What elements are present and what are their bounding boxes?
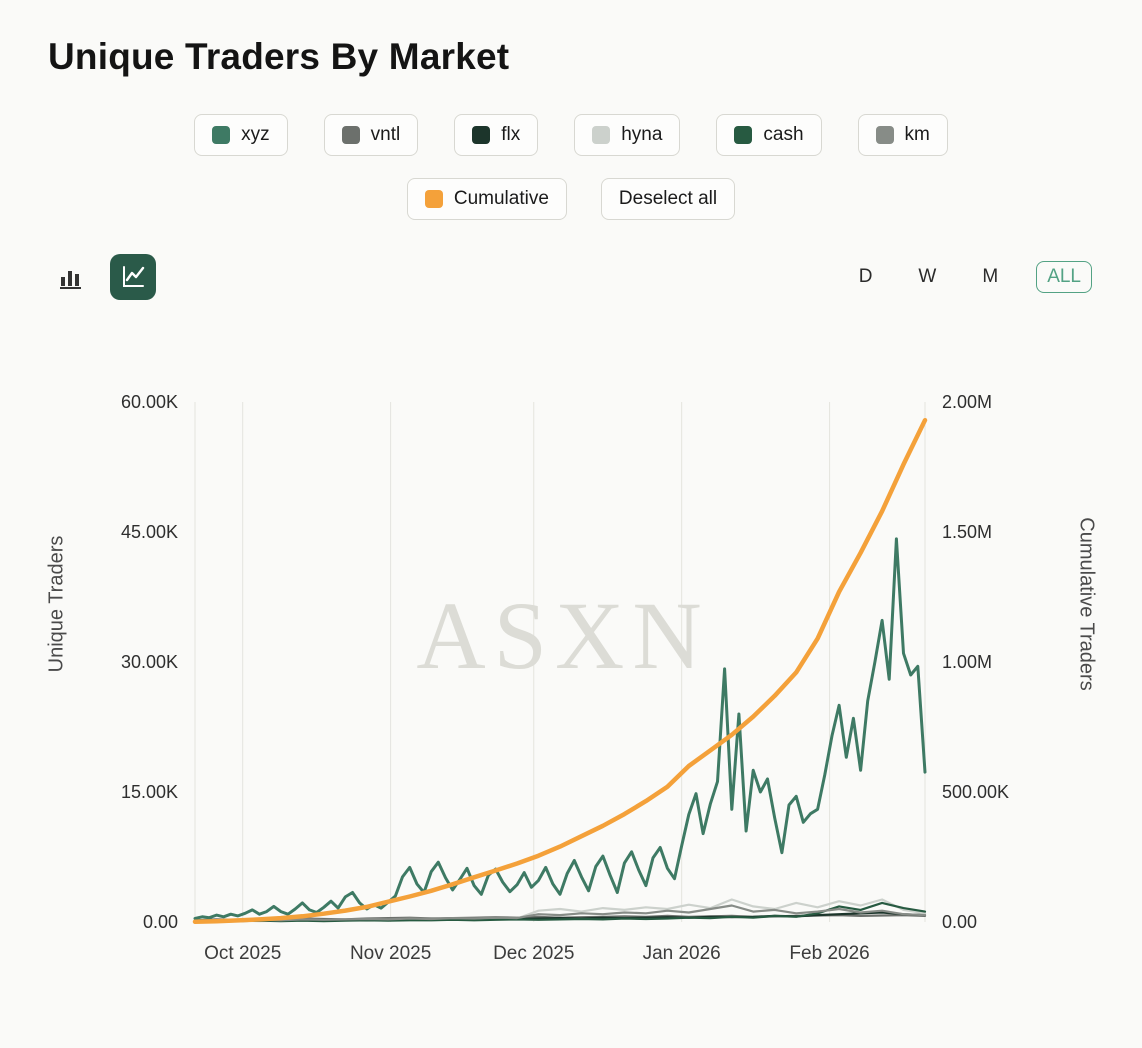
x-axis-label: Jan 2026	[643, 943, 721, 964]
market-legend: xyz vntl flx hyna cash km	[0, 114, 1142, 156]
legend-swatch	[592, 126, 611, 144]
range-button-all[interactable]: ALL	[1036, 261, 1092, 293]
legend-item-xyz[interactable]: xyz	[194, 114, 288, 156]
legend-item-flx[interactable]: flx	[454, 114, 539, 156]
legend-item-label: flx	[501, 124, 521, 145]
legend-swatch	[734, 126, 753, 144]
bar-chart-icon	[60, 271, 81, 289]
traders-line-chart: Oct 2025 Nov 2025 Dec 2025 Jan 2026 Feb 2026…	[121, 392, 1009, 964]
right-axis-tick: 0.00	[942, 912, 977, 932]
line-chart-icon	[123, 266, 145, 287]
secondary-legend: Cumulative Deselect all	[0, 178, 1142, 220]
legend-swatch	[472, 126, 491, 144]
deselect-all-label: Deselect all	[618, 188, 718, 209]
right-axis-title: Cumulative Traders	[1075, 517, 1098, 691]
legend-item-cumulative[interactable]: Cumulative	[406, 178, 567, 220]
range-button-m[interactable]: M	[974, 262, 1006, 292]
range-button-d[interactable]: D	[851, 262, 881, 292]
left-axis-tick: 60.00K	[121, 392, 178, 412]
left-axis-tick: 45.00K	[121, 522, 178, 542]
x-axis-label: Oct 2025	[204, 943, 281, 964]
legend-item-label: hyna	[621, 124, 663, 145]
left-axis-tick: 0.00	[143, 912, 178, 932]
legend-swatch	[875, 126, 894, 144]
right-axis-tick: 1.00M	[942, 652, 992, 672]
right-axis-tick: 1.50M	[942, 522, 992, 542]
legend-item-hyna[interactable]: hyna	[574, 114, 681, 156]
right-axis-tick: 2.00M	[942, 392, 992, 412]
left-axis-tick: 30.00K	[121, 652, 178, 672]
right-axis-tick: 500.00K	[942, 782, 1009, 802]
legend-swatch	[341, 126, 360, 144]
chart-area: Oct 2025 Nov 2025 Dec 2025 Jan 2026 Feb 2026…	[0, 376, 1142, 992]
x-axis-label: Feb 2026	[789, 943, 869, 964]
range-button-w[interactable]: W	[910, 262, 944, 292]
page-title: Unique Traders By Market	[48, 36, 510, 77]
bar-chart-toggle[interactable]	[48, 254, 94, 300]
left-axis-tick: 15.00K	[121, 782, 178, 802]
watermark: ASXN	[416, 582, 709, 689]
chart-type-group	[48, 254, 156, 300]
cumulative-swatch	[424, 190, 443, 208]
chart-toolbar: D W M ALL	[48, 254, 1092, 300]
x-axis-label: Nov 2025	[350, 943, 431, 964]
legend-item-vntl[interactable]: vntl	[323, 114, 419, 156]
left-axis-title: Unique Traders	[45, 535, 68, 673]
series-km	[193, 904, 927, 922]
legend-item-label: km	[904, 124, 930, 145]
series-cumulative	[192, 417, 928, 924]
series-cash	[193, 901, 927, 923]
legend-item-label: vntl	[370, 124, 401, 145]
deselect-all-button[interactable]: Deselect all	[600, 178, 736, 220]
line-chart-toggle[interactable]	[110, 254, 156, 300]
legend-item-cash[interactable]: cash	[716, 114, 822, 156]
x-axis-label: Dec 2025	[493, 943, 574, 964]
range-selector: D W M ALL	[851, 261, 1092, 293]
legend-item-label: Cumulative	[453, 188, 549, 209]
legend-item-label: cash	[763, 124, 804, 145]
legend-item-label: xyz	[241, 124, 270, 145]
legend-swatch	[212, 126, 231, 144]
legend-item-km[interactable]: km	[857, 114, 948, 156]
